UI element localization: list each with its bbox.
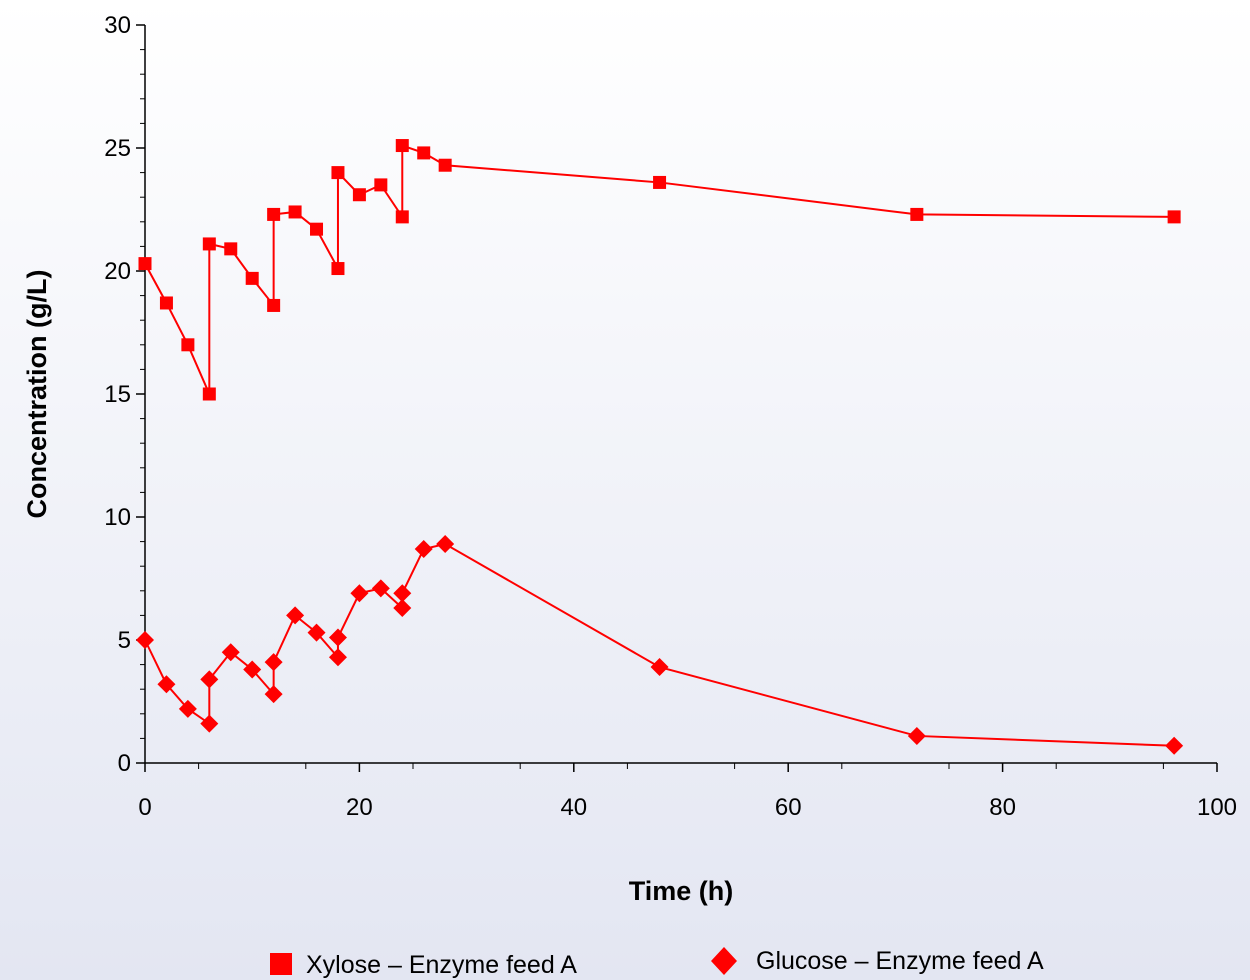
- y-tick-label: 30: [104, 12, 131, 39]
- y-tick-label: 10: [104, 504, 131, 531]
- data-point-glucose: [371, 579, 390, 598]
- series-xylose: [138, 139, 1181, 401]
- data-point-xylose: [395, 139, 409, 153]
- data-point-glucose: [650, 658, 669, 677]
- data-point-glucose: [436, 535, 455, 554]
- data-point-xylose: [395, 210, 409, 224]
- x-tick-label: 20: [346, 794, 373, 821]
- data-point-xylose: [910, 207, 924, 221]
- data-point-xylose: [181, 338, 195, 352]
- legend-label-glucose: Glucose – Enzyme feed A: [756, 947, 1044, 975]
- data-point-glucose: [178, 699, 197, 718]
- x-tick-label: 40: [560, 794, 587, 821]
- series-glucose: [136, 535, 1184, 755]
- data-point-xylose: [224, 242, 238, 256]
- data-point-xylose: [267, 207, 281, 221]
- data-point-xylose: [245, 271, 259, 285]
- data-point-xylose: [202, 237, 216, 251]
- data-point-xylose: [653, 175, 667, 189]
- data-point-glucose: [200, 670, 219, 689]
- y-tick-label: 5: [118, 627, 131, 654]
- series-line-glucose: [144, 542, 1175, 747]
- data-point-xylose: [267, 298, 281, 312]
- data-point-glucose: [393, 599, 412, 618]
- data-point-xylose: [331, 166, 345, 180]
- data-point-glucose: [307, 623, 326, 642]
- data-point-glucose: [200, 714, 219, 733]
- data-point-xylose: [438, 158, 452, 172]
- y-tick-label: 15: [104, 381, 131, 408]
- data-point-xylose: [352, 188, 366, 202]
- y-axis-title: Concentration (g/L): [22, 270, 52, 519]
- series-layer: [136, 139, 1184, 755]
- data-point-glucose: [264, 653, 283, 672]
- x-tick-label: 60: [775, 794, 802, 821]
- data-point-glucose: [414, 539, 433, 558]
- data-point-glucose: [157, 675, 176, 694]
- legend-marker-xylose: [270, 953, 292, 975]
- data-point-glucose: [1165, 736, 1184, 755]
- data-point-glucose: [243, 660, 262, 679]
- data-point-glucose: [264, 685, 283, 704]
- data-point-glucose: [328, 628, 347, 647]
- data-point-xylose: [310, 222, 324, 236]
- data-point-xylose: [1167, 210, 1181, 224]
- legend-marker-glucose: [711, 947, 737, 975]
- x-ticks: 0 20 40 60 80 100: [138, 763, 1237, 821]
- data-point-glucose: [221, 643, 240, 662]
- data-point-glucose: [328, 648, 347, 667]
- data-point-xylose: [202, 387, 216, 401]
- axes: [144, 25, 1217, 764]
- data-point-xylose: [417, 146, 431, 160]
- data-point-glucose: [350, 584, 369, 603]
- data-point-xylose: [374, 178, 388, 192]
- y-ticks: 0 5 10 15 20 25 30: [104, 12, 145, 777]
- data-point-xylose: [138, 257, 152, 271]
- y-tick-label: 25: [104, 135, 131, 162]
- x-tick-label: 80: [989, 794, 1016, 821]
- x-tick-label: 0: [138, 794, 151, 821]
- data-point-xylose: [159, 296, 173, 310]
- data-point-glucose: [136, 631, 154, 649]
- legend: Xylose – Enzyme feed A Glucose – Enzyme …: [270, 947, 1044, 979]
- y-tick-label: 0: [118, 750, 131, 777]
- data-point-xylose: [331, 262, 345, 276]
- data-point-glucose: [393, 584, 412, 603]
- data-point-glucose: [286, 606, 305, 625]
- x-tick-label: 100: [1197, 794, 1237, 821]
- y-tick-label: 20: [104, 258, 131, 285]
- series-line-xylose: [144, 144, 1175, 395]
- data-point-glucose: [907, 726, 926, 745]
- legend-label-xylose: Xylose – Enzyme feed A: [306, 951, 577, 979]
- x-axis-title: Time (h): [629, 876, 734, 906]
- data-point-xylose: [288, 205, 302, 219]
